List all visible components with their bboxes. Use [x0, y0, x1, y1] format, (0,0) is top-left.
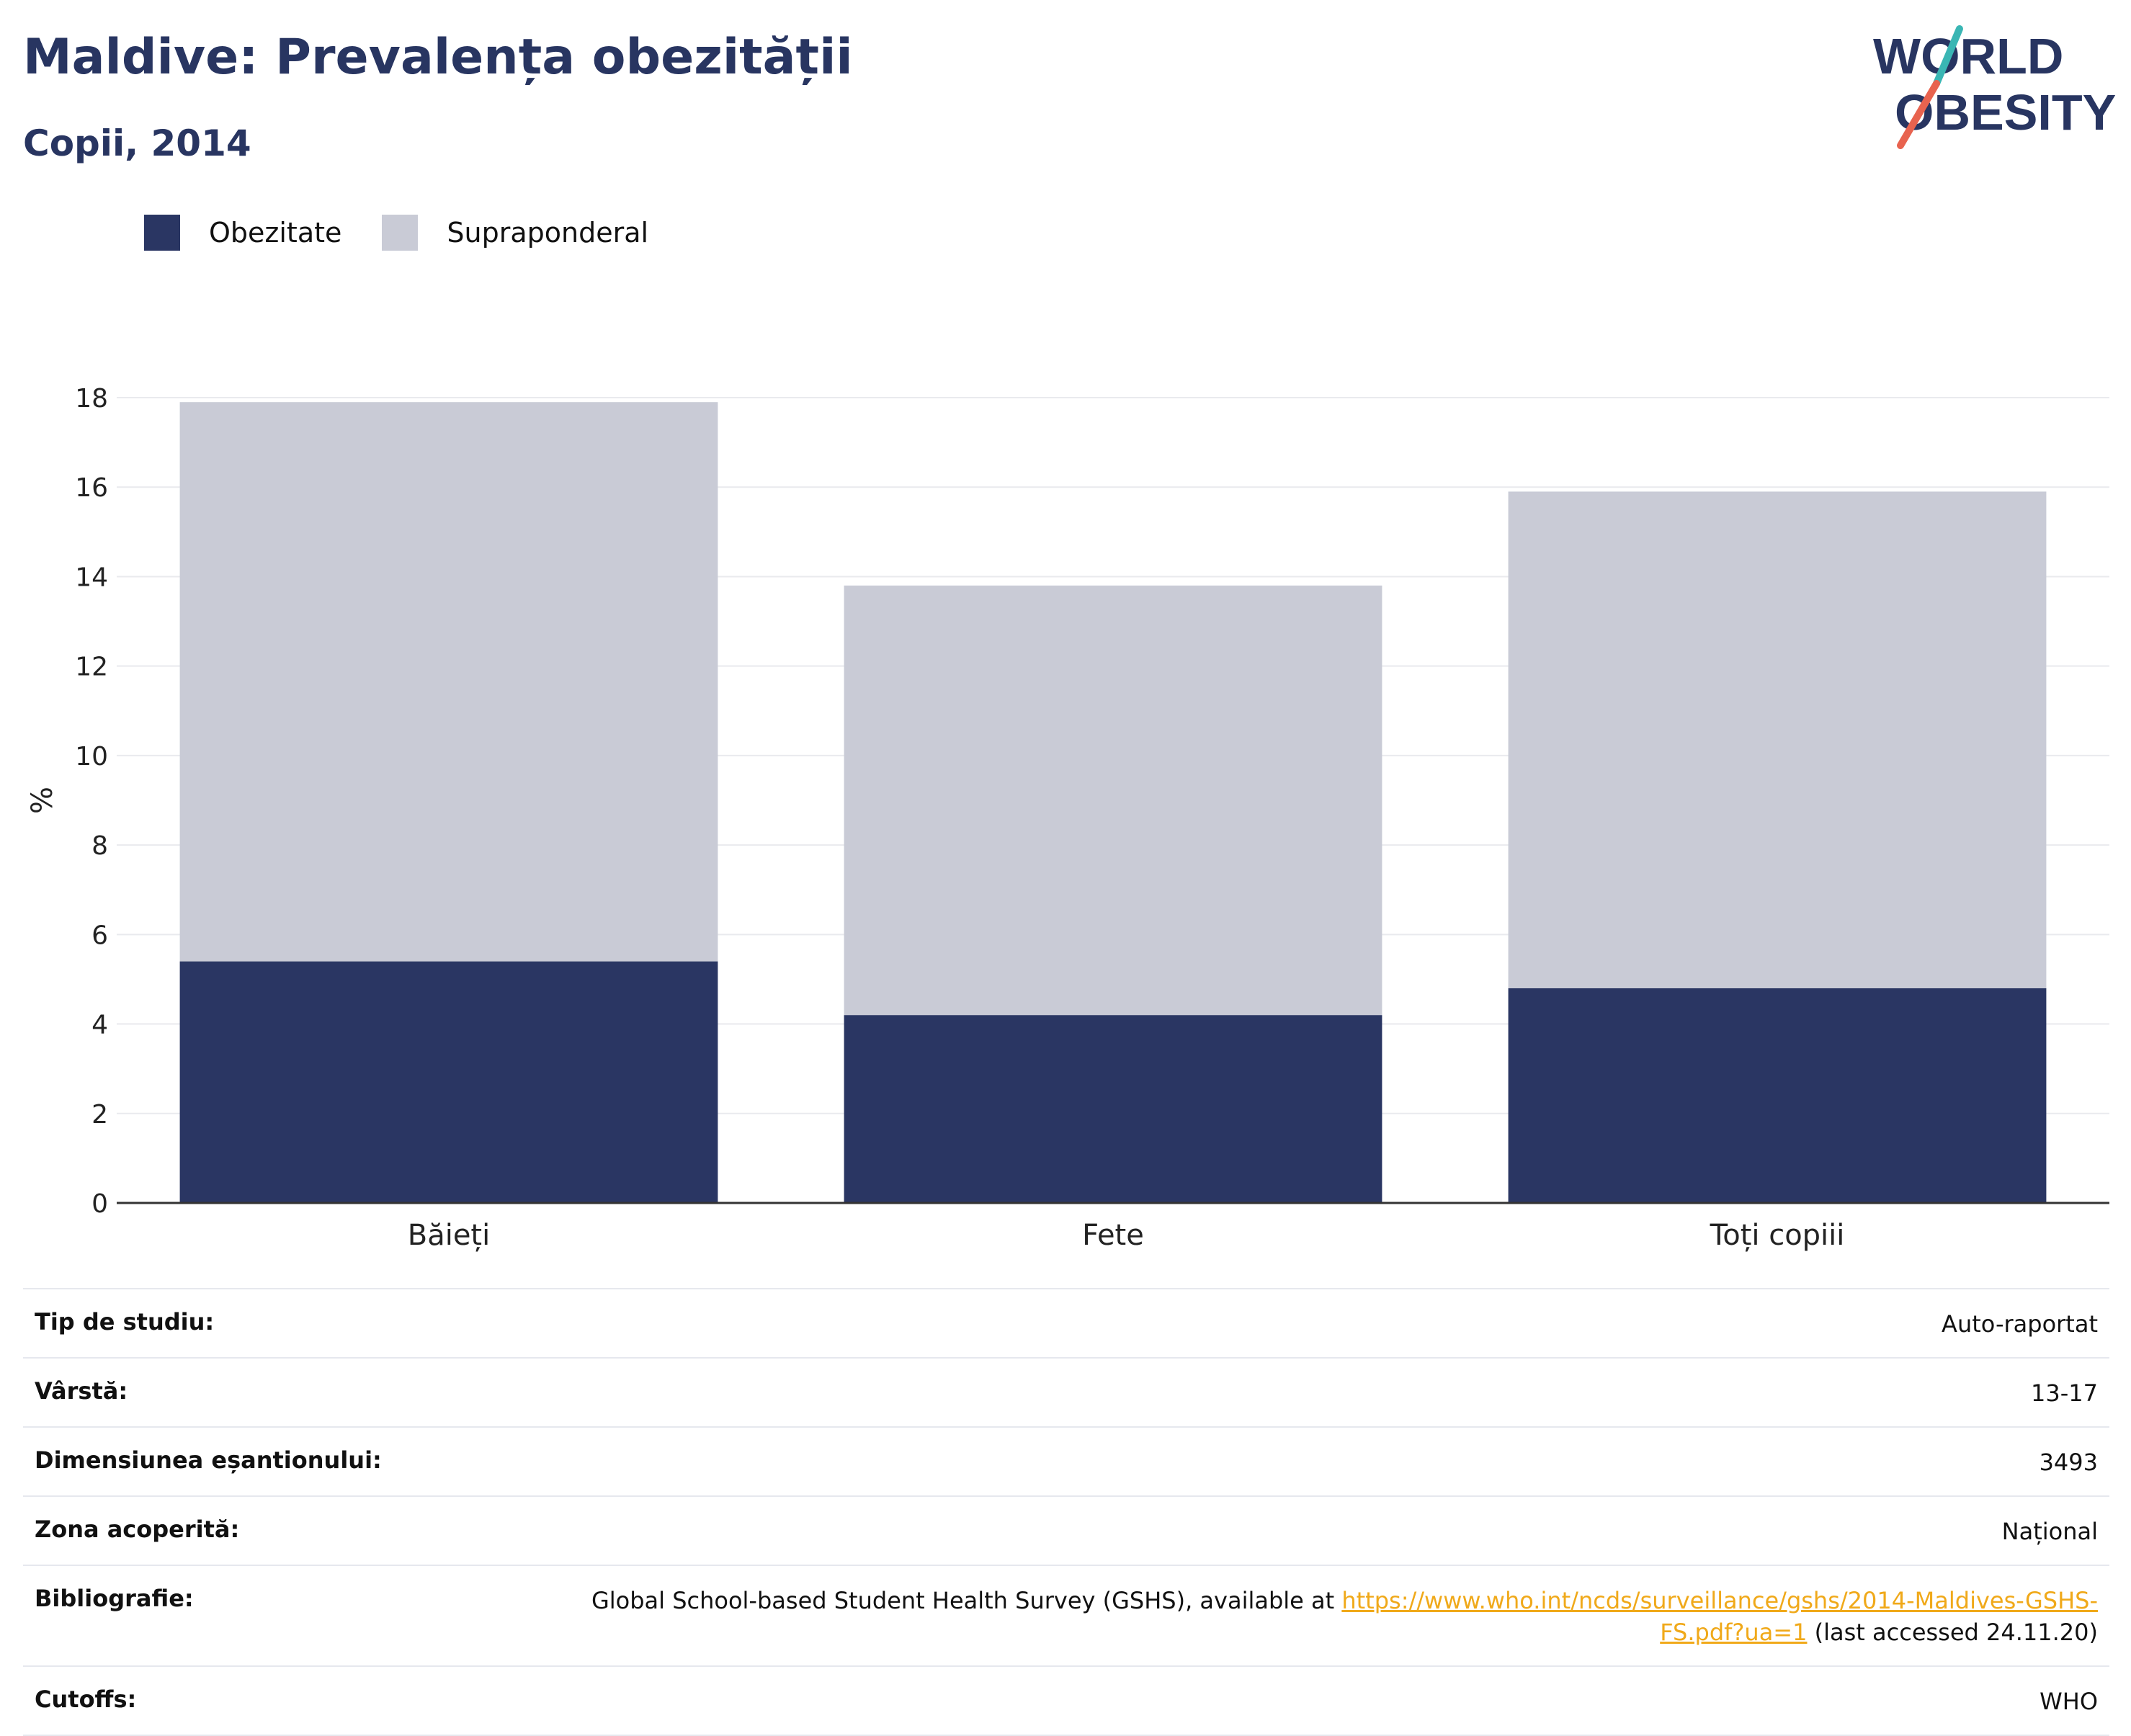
- bar-obesity: [1508, 988, 2047, 1203]
- info-row-age: Vârstă: 13-17: [23, 1357, 2109, 1426]
- legend-label-obesity: Obezitate: [209, 217, 342, 249]
- study-info-table: Tip de studiu: Auto-raportat Vârstă: 13-…: [23, 1288, 2109, 1736]
- y-tick-label: 4: [91, 1011, 108, 1040]
- legend-label-overweight: Supraponderal: [447, 217, 649, 249]
- y-tick-label: 14: [75, 563, 108, 592]
- y-tick-label: 10: [75, 742, 108, 771]
- legend-item-overweight: Supraponderal: [382, 215, 648, 251]
- page-title: Maldive: Prevalența obezității: [23, 29, 853, 86]
- bar-overweight: [844, 585, 1382, 1016]
- y-tick-label: 0: [91, 1189, 108, 1219]
- info-label: Vârstă:: [35, 1377, 128, 1405]
- world-obesity-logo: WORLD OBESITY: [1873, 25, 2116, 149]
- legend-item-obesity: Obezitate: [144, 215, 341, 251]
- y-axis-label: %: [26, 787, 59, 814]
- info-row-sample-size: Dimensiunea eșantionului: 3493: [23, 1426, 2109, 1495]
- bar-overweight: [179, 402, 718, 962]
- info-label: Tip de studiu:: [35, 1308, 215, 1335]
- y-tick-label: 18: [75, 384, 108, 413]
- info-label: Zona acoperită:: [35, 1516, 240, 1543]
- info-row-cutoffs: Cutoffs: WHO: [23, 1665, 2109, 1736]
- y-tick-label: 12: [75, 653, 108, 682]
- y-tick-label: 2: [91, 1100, 108, 1129]
- legend-swatch-obesity: [144, 215, 180, 251]
- info-row-study-type: Tip de studiu: Auto-raportat: [23, 1288, 2109, 1357]
- logo-line1: WORLD: [1873, 28, 2063, 84]
- info-value: Național: [2001, 1518, 2098, 1545]
- x-tick-label: Toți copiii: [1710, 1219, 1845, 1252]
- y-tick-label: 8: [91, 831, 108, 861]
- bibliography-accessed: (last accessed 24.11.20): [1807, 1619, 2098, 1646]
- legend-swatch-overweight: [382, 215, 419, 251]
- x-tick-label: Fete: [1082, 1219, 1144, 1252]
- bibliography-link[interactable]: https://www.who.int/ncds/surveillance/gs…: [1341, 1587, 2098, 1646]
- info-label: Dimensiunea eșantionului:: [35, 1446, 382, 1474]
- info-value: Auto-raportat: [1942, 1310, 2098, 1338]
- info-value: 3493: [2039, 1449, 2098, 1476]
- chart-legend: Obezitate Supraponderal: [144, 215, 689, 251]
- x-tick-label: Băieți: [408, 1219, 490, 1252]
- bar-obesity: [179, 961, 718, 1203]
- y-tick-label: 6: [91, 921, 108, 950]
- page-subtitle: Copii, 2014: [23, 122, 251, 164]
- info-value: WHO: [2040, 1688, 2098, 1715]
- info-label: Bibliografie:: [35, 1585, 194, 1612]
- info-row-area: Zona acoperită: Național: [23, 1495, 2109, 1565]
- info-row-bibliography: Bibliografie: Global School-based Studen…: [23, 1565, 2109, 1665]
- info-value: 13-17: [2031, 1379, 2098, 1407]
- bibliography-text: Global School-based Student Health Surve…: [591, 1587, 1342, 1614]
- bar-obesity: [844, 1015, 1382, 1203]
- bibliography-value: Global School-based Student Health Surve…: [585, 1585, 2098, 1648]
- y-tick-label: 16: [75, 473, 108, 503]
- stacked-bar-chart: 0 2 4 6 8 10 12 14 16 18% Băieți Fete Toți copiii: [26, 384, 2109, 1252]
- bar-overweight: [1508, 491, 2047, 988]
- info-label: Cutoffs:: [35, 1686, 137, 1713]
